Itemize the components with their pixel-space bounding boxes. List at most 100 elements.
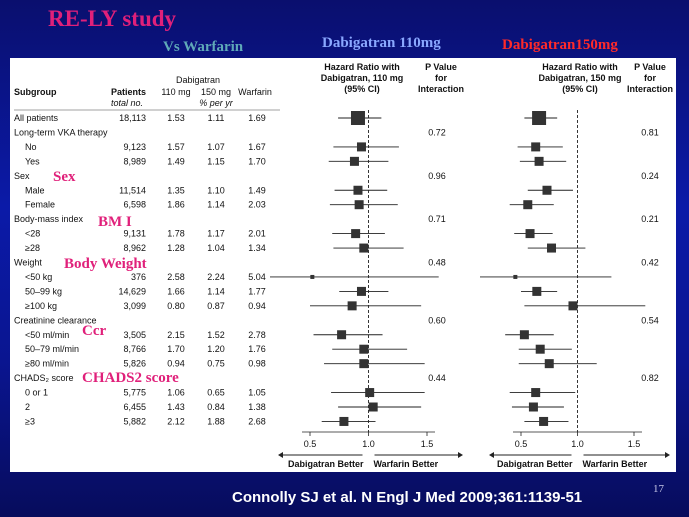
row-patients: 8,962 (123, 243, 146, 253)
row-label: 50–99 kg (25, 286, 62, 296)
row-d150: 2.24 (207, 272, 225, 282)
row-label: 50–79 ml/min (25, 344, 79, 354)
hr-marker (359, 359, 369, 369)
header-hr150-line: Hazard Ratio with (542, 62, 618, 72)
arrowhead-left (489, 452, 494, 458)
header-hr110-line: Hazard Ratio with (324, 62, 400, 72)
row-label: ≥100 kg (25, 301, 57, 311)
row-d150: 0.75 (207, 359, 225, 369)
hr-marker (353, 185, 363, 195)
header-p110-line: Interaction (418, 84, 464, 94)
forest-plot-panel (10, 58, 676, 472)
row-warfarin: 0.94 (248, 301, 266, 311)
header-pct-per-yr: % per yr (199, 98, 234, 108)
row-warfarin: 1.67 (248, 142, 266, 152)
hr-marker (359, 243, 369, 253)
row-d150: 0.84 (207, 402, 225, 412)
hr-marker (568, 301, 578, 311)
header-p150-line: for (644, 73, 656, 83)
row-patients: 8,989 (123, 156, 146, 166)
header-p110-line: for (435, 73, 447, 83)
label-warfarin-better: Warfarin Better (583, 459, 648, 469)
row-label: Creatinine clearance (14, 315, 97, 325)
row-d150: 1.52 (207, 330, 225, 340)
header-d150: 150 mg (201, 87, 231, 97)
row-d110: 2.58 (167, 272, 185, 282)
row-patients: 8,766 (123, 344, 146, 354)
hr-marker (310, 274, 315, 279)
row-patients: 18,113 (119, 113, 146, 123)
row-d150: 1.17 (207, 229, 225, 239)
row-warfarin: 2.68 (248, 416, 266, 426)
row-patients: 376 (131, 272, 146, 282)
row-d150: 1.14 (207, 286, 225, 296)
row-p150: 0.42 (641, 258, 659, 268)
row-p150: 0.54 (641, 315, 659, 325)
row-d150: 1.14 (207, 200, 225, 210)
annotation-label: BM I (98, 214, 132, 230)
arrowhead-left (278, 452, 283, 458)
hr-marker (356, 286, 366, 296)
header-dabigatran: Dabigatran (176, 75, 220, 85)
row-patients: 3,505 (123, 330, 146, 340)
row-d110: 2.15 (167, 330, 185, 340)
header-p110-line: P Value (425, 62, 457, 72)
row-p110: 0.96 (428, 171, 446, 181)
arrowhead-right (665, 452, 670, 458)
hr-marker (519, 330, 529, 340)
dose-110-heading: Dabigatran 110mg (322, 35, 441, 51)
row-label: Body-mass index (14, 214, 84, 224)
header-warfarin: Warfarin (238, 87, 272, 97)
annotation-label: Ccr (82, 323, 106, 339)
x-tick-label: 1.5 (628, 439, 641, 449)
row-warfarin: 1.77 (248, 286, 266, 296)
hr-marker (525, 229, 535, 239)
row-label: ≥3 (25, 416, 35, 426)
header-hr110-line: Dabigatran, 110 mg (321, 73, 404, 83)
hr-marker (356, 142, 366, 152)
hr-marker (539, 416, 549, 426)
row-warfarin: 1.34 (248, 243, 266, 253)
row-warfarin: 2.78 (248, 330, 266, 340)
hr-marker (365, 388, 375, 398)
hr-marker (542, 185, 552, 195)
annotation-label: CHADS2 score (82, 370, 179, 386)
row-d110: 1.66 (167, 286, 185, 296)
row-p110: 0.48 (428, 258, 446, 268)
hr-marker (368, 402, 378, 412)
header-p150-line: P Value (634, 62, 666, 72)
row-label: CHADS₂ score (14, 373, 74, 383)
hr-marker (532, 286, 542, 296)
label-warfarin-better: Warfarin Better (374, 459, 439, 469)
row-d150: 1.15 (207, 156, 225, 166)
hr-marker (532, 111, 547, 125)
hr-marker (349, 156, 359, 166)
row-label: Sex (14, 171, 30, 181)
row-warfarin: 1.38 (248, 402, 266, 412)
row-p110: 0.72 (428, 127, 446, 137)
row-p110: 0.44 (428, 373, 446, 383)
hr-marker (351, 229, 361, 239)
row-d110: 1.70 (167, 344, 185, 354)
hr-marker (531, 142, 541, 152)
row-label: No (25, 142, 37, 152)
row-warfarin: 5.04 (248, 272, 266, 282)
row-label: <50 kg (25, 272, 52, 282)
row-label: 0 or 1 (25, 388, 48, 398)
header-total-no: total no. (111, 98, 143, 108)
x-tick-label: 0.5 (304, 439, 317, 449)
hr-marker (547, 243, 557, 253)
row-d110: 1.35 (167, 185, 185, 195)
hr-marker (528, 402, 538, 412)
hr-marker (523, 200, 533, 210)
header-p150-line: Interaction (627, 84, 673, 94)
row-label: <28 (25, 229, 40, 239)
label-dabigatran-better: Dabigatran Better (497, 459, 573, 469)
row-d110: 1.86 (167, 200, 185, 210)
header-subgroup: Subgroup (14, 87, 57, 97)
row-patients: 5,775 (123, 388, 146, 398)
hr-marker (535, 344, 545, 354)
row-warfarin: 1.70 (248, 156, 266, 166)
row-patients: 5,826 (123, 359, 146, 369)
